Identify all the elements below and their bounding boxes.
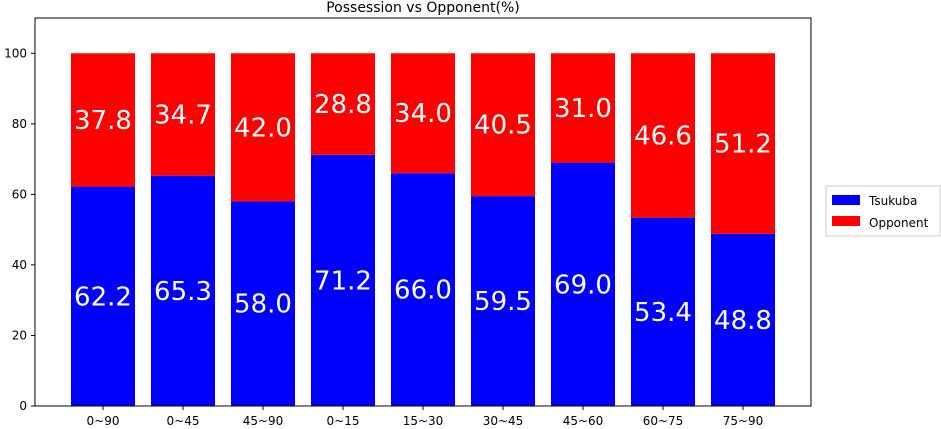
bar-tsukuba-3	[311, 154, 375, 406]
x-tick-label-8: 75~90	[723, 414, 764, 428]
data-label-opponent-1: 34.7	[154, 100, 212, 130]
data-label-opponent-8: 51.2	[714, 130, 772, 160]
legend-box	[825, 185, 941, 237]
legend: Tsukuba Opponent	[825, 185, 941, 237]
bar-opponent-2	[231, 53, 295, 202]
bar-tsukuba-4	[391, 173, 455, 406]
data-label-tsukuba-5: 59.5	[474, 287, 532, 317]
x-tick-label-0: 0~90	[87, 414, 120, 428]
bar-tsukuba-5	[471, 196, 535, 406]
bar-tsukuba-7	[631, 217, 695, 406]
data-label-tsukuba-6: 69.0	[554, 270, 612, 300]
y-tick-label-0: 0	[19, 399, 27, 413]
y-tick-label-2: 40	[12, 258, 27, 272]
bar-tsukuba-2	[231, 201, 295, 406]
data-label-tsukuba-8: 48.8	[714, 306, 772, 336]
bar-tsukuba-8	[711, 233, 775, 406]
data-label-tsukuba-3: 71.2	[314, 266, 372, 296]
x-tick-label-6: 45~60	[563, 414, 604, 428]
x-tick-label-3: 0~15	[327, 414, 360, 428]
data-label-opponent-2: 42.0	[234, 113, 292, 143]
legend-label-tsukuba: Tsukuba	[868, 194, 917, 208]
y-tick-label-4: 80	[12, 117, 27, 131]
data-label-tsukuba-2: 58.0	[234, 290, 292, 320]
x-tick-label-7: 60~75	[643, 414, 684, 428]
bar-opponent-4	[391, 53, 455, 174]
data-label-opponent-6: 31.0	[554, 94, 612, 124]
data-label-tsukuba-0: 62.2	[74, 282, 132, 312]
data-label-tsukuba-1: 65.3	[154, 277, 212, 307]
x-tick-label-2: 45~90	[243, 414, 284, 428]
data-label-tsukuba-7: 53.4	[634, 298, 692, 328]
data-label-opponent-5: 40.5	[474, 111, 532, 141]
legend-swatch-opponent	[832, 216, 860, 226]
data-label-opponent-3: 28.8	[314, 90, 372, 120]
y-tick-label-3: 60	[12, 187, 27, 201]
chart-title: Possession vs Opponent(%)	[326, 0, 520, 16]
x-axis: 0~90 0~45 45~90 0~15 15~30 30~45 45~60 60~75 75~…	[87, 406, 764, 428]
y-tick-label-5: 100	[4, 46, 27, 60]
x-tick-label-1: 0~45	[167, 414, 200, 428]
bars-group	[71, 53, 775, 406]
bar-opponent-6	[551, 53, 615, 163]
data-label-opponent-7: 46.6	[634, 121, 692, 151]
bar-opponent-5	[471, 53, 535, 197]
legend-label-opponent: Opponent	[869, 216, 929, 230]
y-axis: 0 20 40 60 80 100	[4, 46, 35, 413]
bar-opponent-7	[631, 53, 695, 218]
data-label-opponent-0: 37.8	[74, 106, 132, 136]
bar-tsukuba-6	[551, 162, 615, 406]
y-tick-label-1: 20	[12, 328, 27, 342]
x-tick-label-4: 15~30	[403, 414, 444, 428]
x-tick-label-5: 30~45	[483, 414, 524, 428]
bar-opponent-1	[151, 53, 215, 176]
bar-labels-group: 62.2 37.8 65.3 34.7 58.0 42.0 71.2 28.8 66.0 34.0…	[74, 90, 772, 336]
bar-opponent-8	[711, 53, 775, 234]
bar-tsukuba-0	[71, 186, 135, 406]
bar-opponent-3	[311, 53, 375, 155]
bar-opponent-0	[71, 53, 135, 187]
data-label-opponent-4: 34.0	[394, 99, 452, 129]
data-label-tsukuba-4: 66.0	[394, 276, 452, 306]
bar-tsukuba-1	[151, 175, 215, 406]
legend-swatch-tsukuba	[832, 195, 860, 205]
